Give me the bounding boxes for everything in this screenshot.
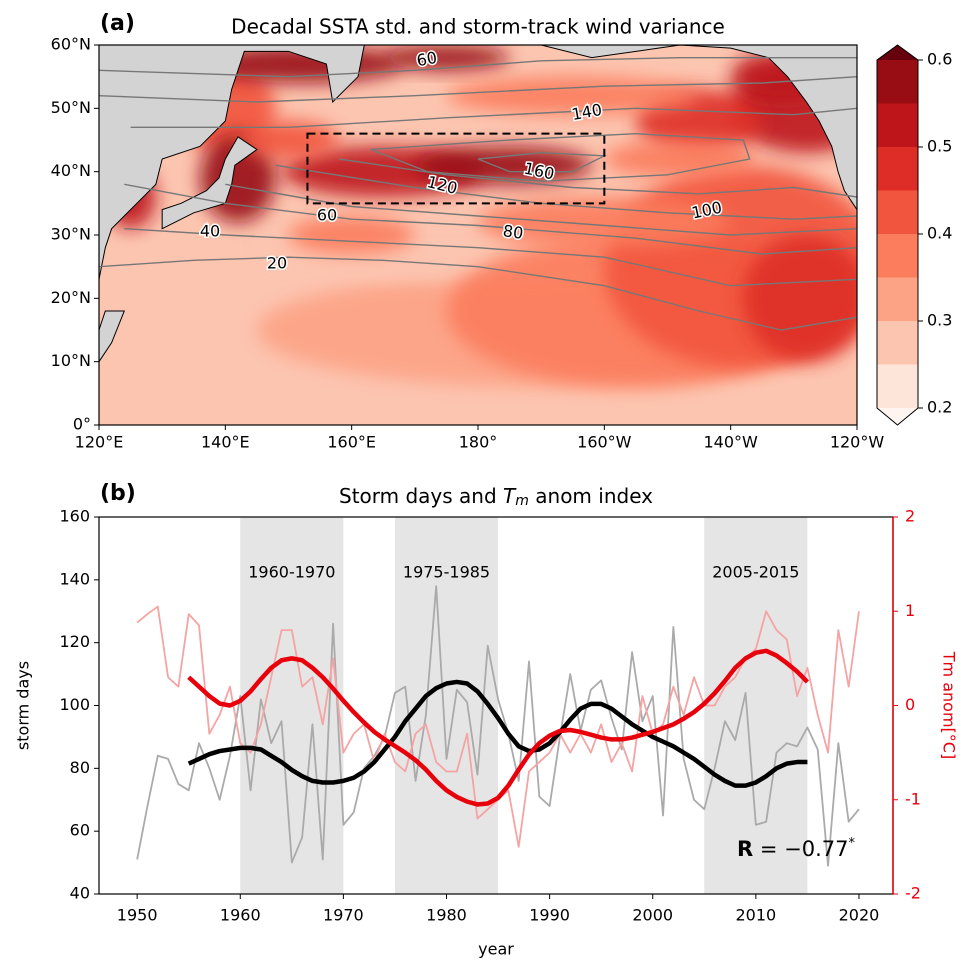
- contour-label: 20: [267, 254, 287, 273]
- panel-label: (b): [100, 481, 136, 506]
- y-axis-label: storm days: [14, 661, 33, 750]
- y2-tick-label: 2: [905, 507, 915, 526]
- y2-tick-label: 1: [905, 601, 915, 620]
- colorbar-tick-label: 0.2: [927, 398, 952, 417]
- chart-title: Decadal SSTA std. and storm-track wind v…: [231, 15, 725, 39]
- contour-label: 60: [415, 48, 438, 70]
- colorbar-tick-label: 0.4: [927, 224, 952, 243]
- colorbar-band: [877, 103, 918, 147]
- colorbar-extend-over: [877, 45, 918, 60]
- period-label: 2005-2015: [712, 563, 799, 582]
- period-label: 1960-1970: [248, 563, 335, 582]
- series-line: [136, 585, 860, 867]
- map-layer: [99, 45, 857, 425]
- land: [541, 45, 857, 211]
- x-tick-label: 1980: [426, 906, 467, 925]
- contour-line: [370, 132, 751, 182]
- sst-shading: [477, 197, 731, 248]
- contour-label: 80: [502, 221, 525, 243]
- title-part: Storm days and: [339, 484, 503, 508]
- annotation: R = −0.77*: [737, 836, 855, 861]
- colorbar-band: [877, 321, 918, 365]
- y-tick-label: 40: [70, 884, 90, 903]
- x-tick-label: 1960: [220, 906, 261, 925]
- y-tick-label: 160: [59, 507, 90, 526]
- contour-line: [477, 151, 608, 173]
- contour-line: [99, 56, 857, 78]
- y-tick-label: 120: [59, 632, 90, 651]
- colorbar-band: [877, 60, 918, 104]
- x-tick-label: 140°W: [703, 433, 758, 452]
- colorbar-band: [877, 190, 918, 234]
- x-tick-label: 140°E: [201, 433, 250, 452]
- y-tick-label: 60°N: [51, 35, 91, 54]
- x-tick-label: 160°E: [327, 433, 376, 452]
- period-label: 1975-1985: [403, 563, 490, 582]
- x-axis-label: year: [478, 940, 514, 959]
- chart-title: Storm days and Tm anom index: [339, 484, 653, 510]
- y-tick-label: 60: [70, 821, 90, 840]
- y-tick-label: 40°N: [51, 161, 91, 180]
- sst-shading: [237, 121, 340, 159]
- y-tick-label: 50°N: [51, 98, 91, 117]
- title-part: anom index: [529, 484, 653, 508]
- title-part: m: [515, 493, 529, 509]
- sst-shading: [288, 216, 415, 254]
- x-tick-label: 120°E: [75, 433, 124, 452]
- colorbar-tick-label: 0.3: [927, 311, 952, 330]
- colorbar-tick-label: 0.6: [927, 50, 952, 69]
- annotation-symbol: R: [737, 837, 753, 861]
- x-tick-label: 2020: [839, 906, 880, 925]
- y-tick-label: 0°: [73, 415, 91, 434]
- y2-axis-label: Tm anom[°C]: [940, 651, 959, 759]
- colorbar-band: [877, 147, 918, 191]
- contour-line: [124, 227, 857, 287]
- y-tick-label: 140: [59, 569, 90, 588]
- x-tick-label: 2000: [632, 906, 673, 925]
- series-line: [187, 679, 808, 788]
- y2-tick-label: 0: [905, 695, 915, 714]
- x-tick-label: 180°: [459, 433, 498, 452]
- y-tick-label: 10°N: [51, 351, 91, 370]
- contour-line: [124, 183, 857, 255]
- colorbar-band: [877, 364, 918, 408]
- land: [99, 310, 126, 363]
- y2-tick-label: -1: [905, 789, 921, 808]
- sst-shading: [743, 235, 857, 362]
- contour-line: [130, 107, 857, 129]
- colorbar-band: [877, 277, 918, 321]
- colorbar-tick-label: 0.5: [927, 137, 952, 156]
- y2-tick-label: -2: [905, 884, 921, 903]
- contour-line: [275, 164, 857, 220]
- x-tick-label: 2010: [735, 906, 776, 925]
- period-shading: [704, 517, 808, 894]
- colorbar-extend-under: [877, 408, 918, 425]
- colorbar-band: [877, 234, 918, 278]
- y-tick-label: 20°N: [51, 288, 91, 307]
- x-tick-label: 160°W: [577, 433, 632, 452]
- y-tick-label: 30°N: [51, 225, 91, 244]
- contour-label: 60: [317, 206, 337, 225]
- x-tick-label: 1950: [117, 906, 158, 925]
- series-line: [187, 648, 810, 807]
- x-tick-label: 1970: [323, 906, 364, 925]
- x-tick-label: 1990: [529, 906, 570, 925]
- sst-shading: [383, 45, 510, 71]
- x-tick-label: 120°W: [830, 433, 885, 452]
- y-tick-label: 100: [59, 695, 90, 714]
- title-part: T: [503, 484, 517, 508]
- sst-shading: [604, 140, 756, 178]
- contour-label: 40: [200, 222, 220, 241]
- annotation-text: = −0.77: [753, 837, 848, 861]
- period-shading: [394, 517, 499, 894]
- contour-line: [99, 75, 857, 103]
- contour-line: [99, 256, 857, 331]
- annotation-sup: *: [848, 836, 855, 851]
- y-tick-label: 80: [70, 758, 90, 777]
- land: [99, 45, 365, 280]
- panel-label: (a): [100, 11, 135, 36]
- region-box: [306, 132, 606, 205]
